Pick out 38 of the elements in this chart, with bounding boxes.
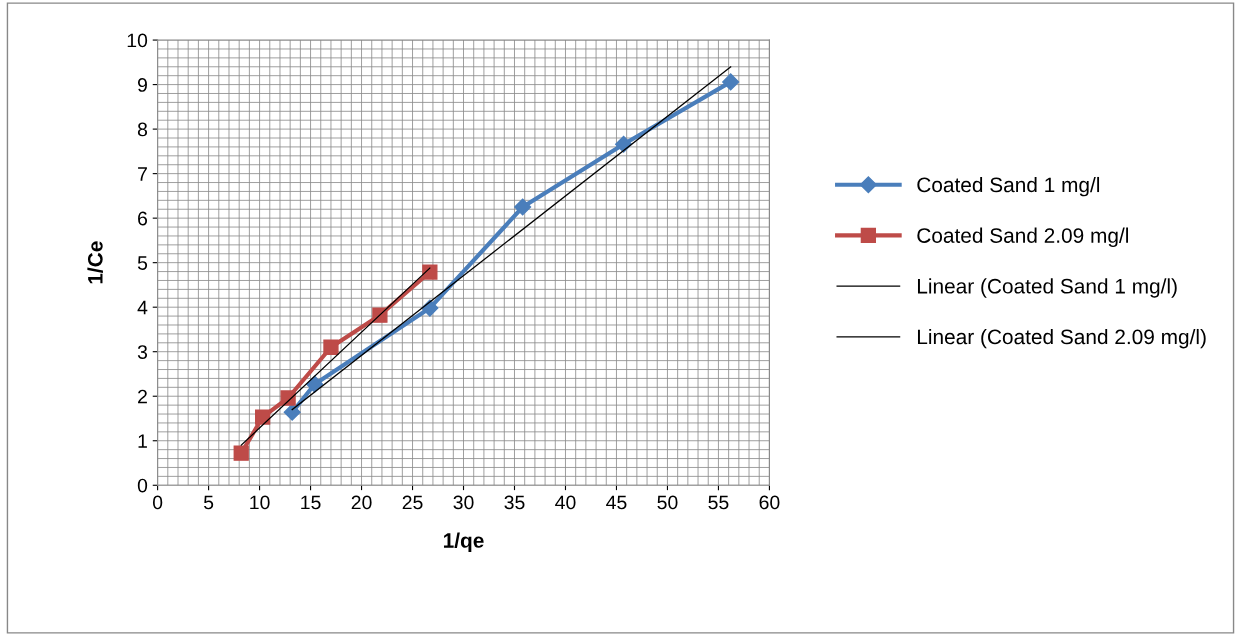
y-tick-label: 5 bbox=[137, 256, 148, 270]
point bbox=[514, 198, 532, 216]
y-tick-label: 9 bbox=[137, 78, 147, 92]
point bbox=[283, 403, 301, 421]
x-tick-label: 20 bbox=[351, 495, 372, 510]
x-tick-label: 45 bbox=[606, 495, 627, 510]
y-tick-label: 8 bbox=[137, 122, 148, 137]
point bbox=[422, 264, 438, 280]
y-tick-label: 10 bbox=[127, 33, 148, 48]
x-tick-label: 15 bbox=[301, 495, 321, 510]
x-tick-label: 10 bbox=[250, 495, 270, 510]
legend-label: Linear (Coated Sand 2.09 mg/l) bbox=[917, 328, 1206, 349]
y-tick-label: 3 bbox=[137, 345, 148, 359]
x-tick-label: 60 bbox=[759, 495, 780, 510]
y-tick-label: 7 bbox=[138, 167, 147, 181]
y-tick-label: 2 bbox=[138, 389, 147, 404]
x-tick-label: 0 bbox=[152, 495, 163, 510]
legend-label: Linear (Coated Sand 1 mg/l) bbox=[917, 278, 1177, 298]
point bbox=[254, 409, 271, 425]
x-tick-label: 25 bbox=[402, 495, 423, 510]
x-tick-label: 5 bbox=[203, 495, 214, 510]
x-tick-label: 50 bbox=[657, 495, 678, 510]
point bbox=[722, 73, 740, 91]
y-tick-label: 0 bbox=[137, 478, 148, 493]
legend-label: Coated Sand 2.09 mg/l bbox=[917, 227, 1128, 248]
x-axis-title: 1/qe bbox=[443, 532, 484, 552]
legend-label: Coated Sand 1 mg/l bbox=[917, 176, 1100, 197]
y-tick-label: 6 bbox=[138, 211, 148, 226]
x-tick-label: 30 bbox=[453, 495, 474, 510]
x-tick-label: 35 bbox=[504, 495, 525, 510]
y-tick-label: 1 bbox=[138, 434, 147, 448]
point bbox=[233, 445, 249, 461]
y-axis-title: 1/Ce bbox=[87, 241, 103, 284]
point bbox=[615, 135, 633, 153]
point bbox=[323, 339, 339, 355]
x-tick-label: 55 bbox=[708, 495, 729, 510]
y-tick-label: 4 bbox=[137, 300, 148, 315]
x-tick-label: 40 bbox=[555, 495, 576, 510]
